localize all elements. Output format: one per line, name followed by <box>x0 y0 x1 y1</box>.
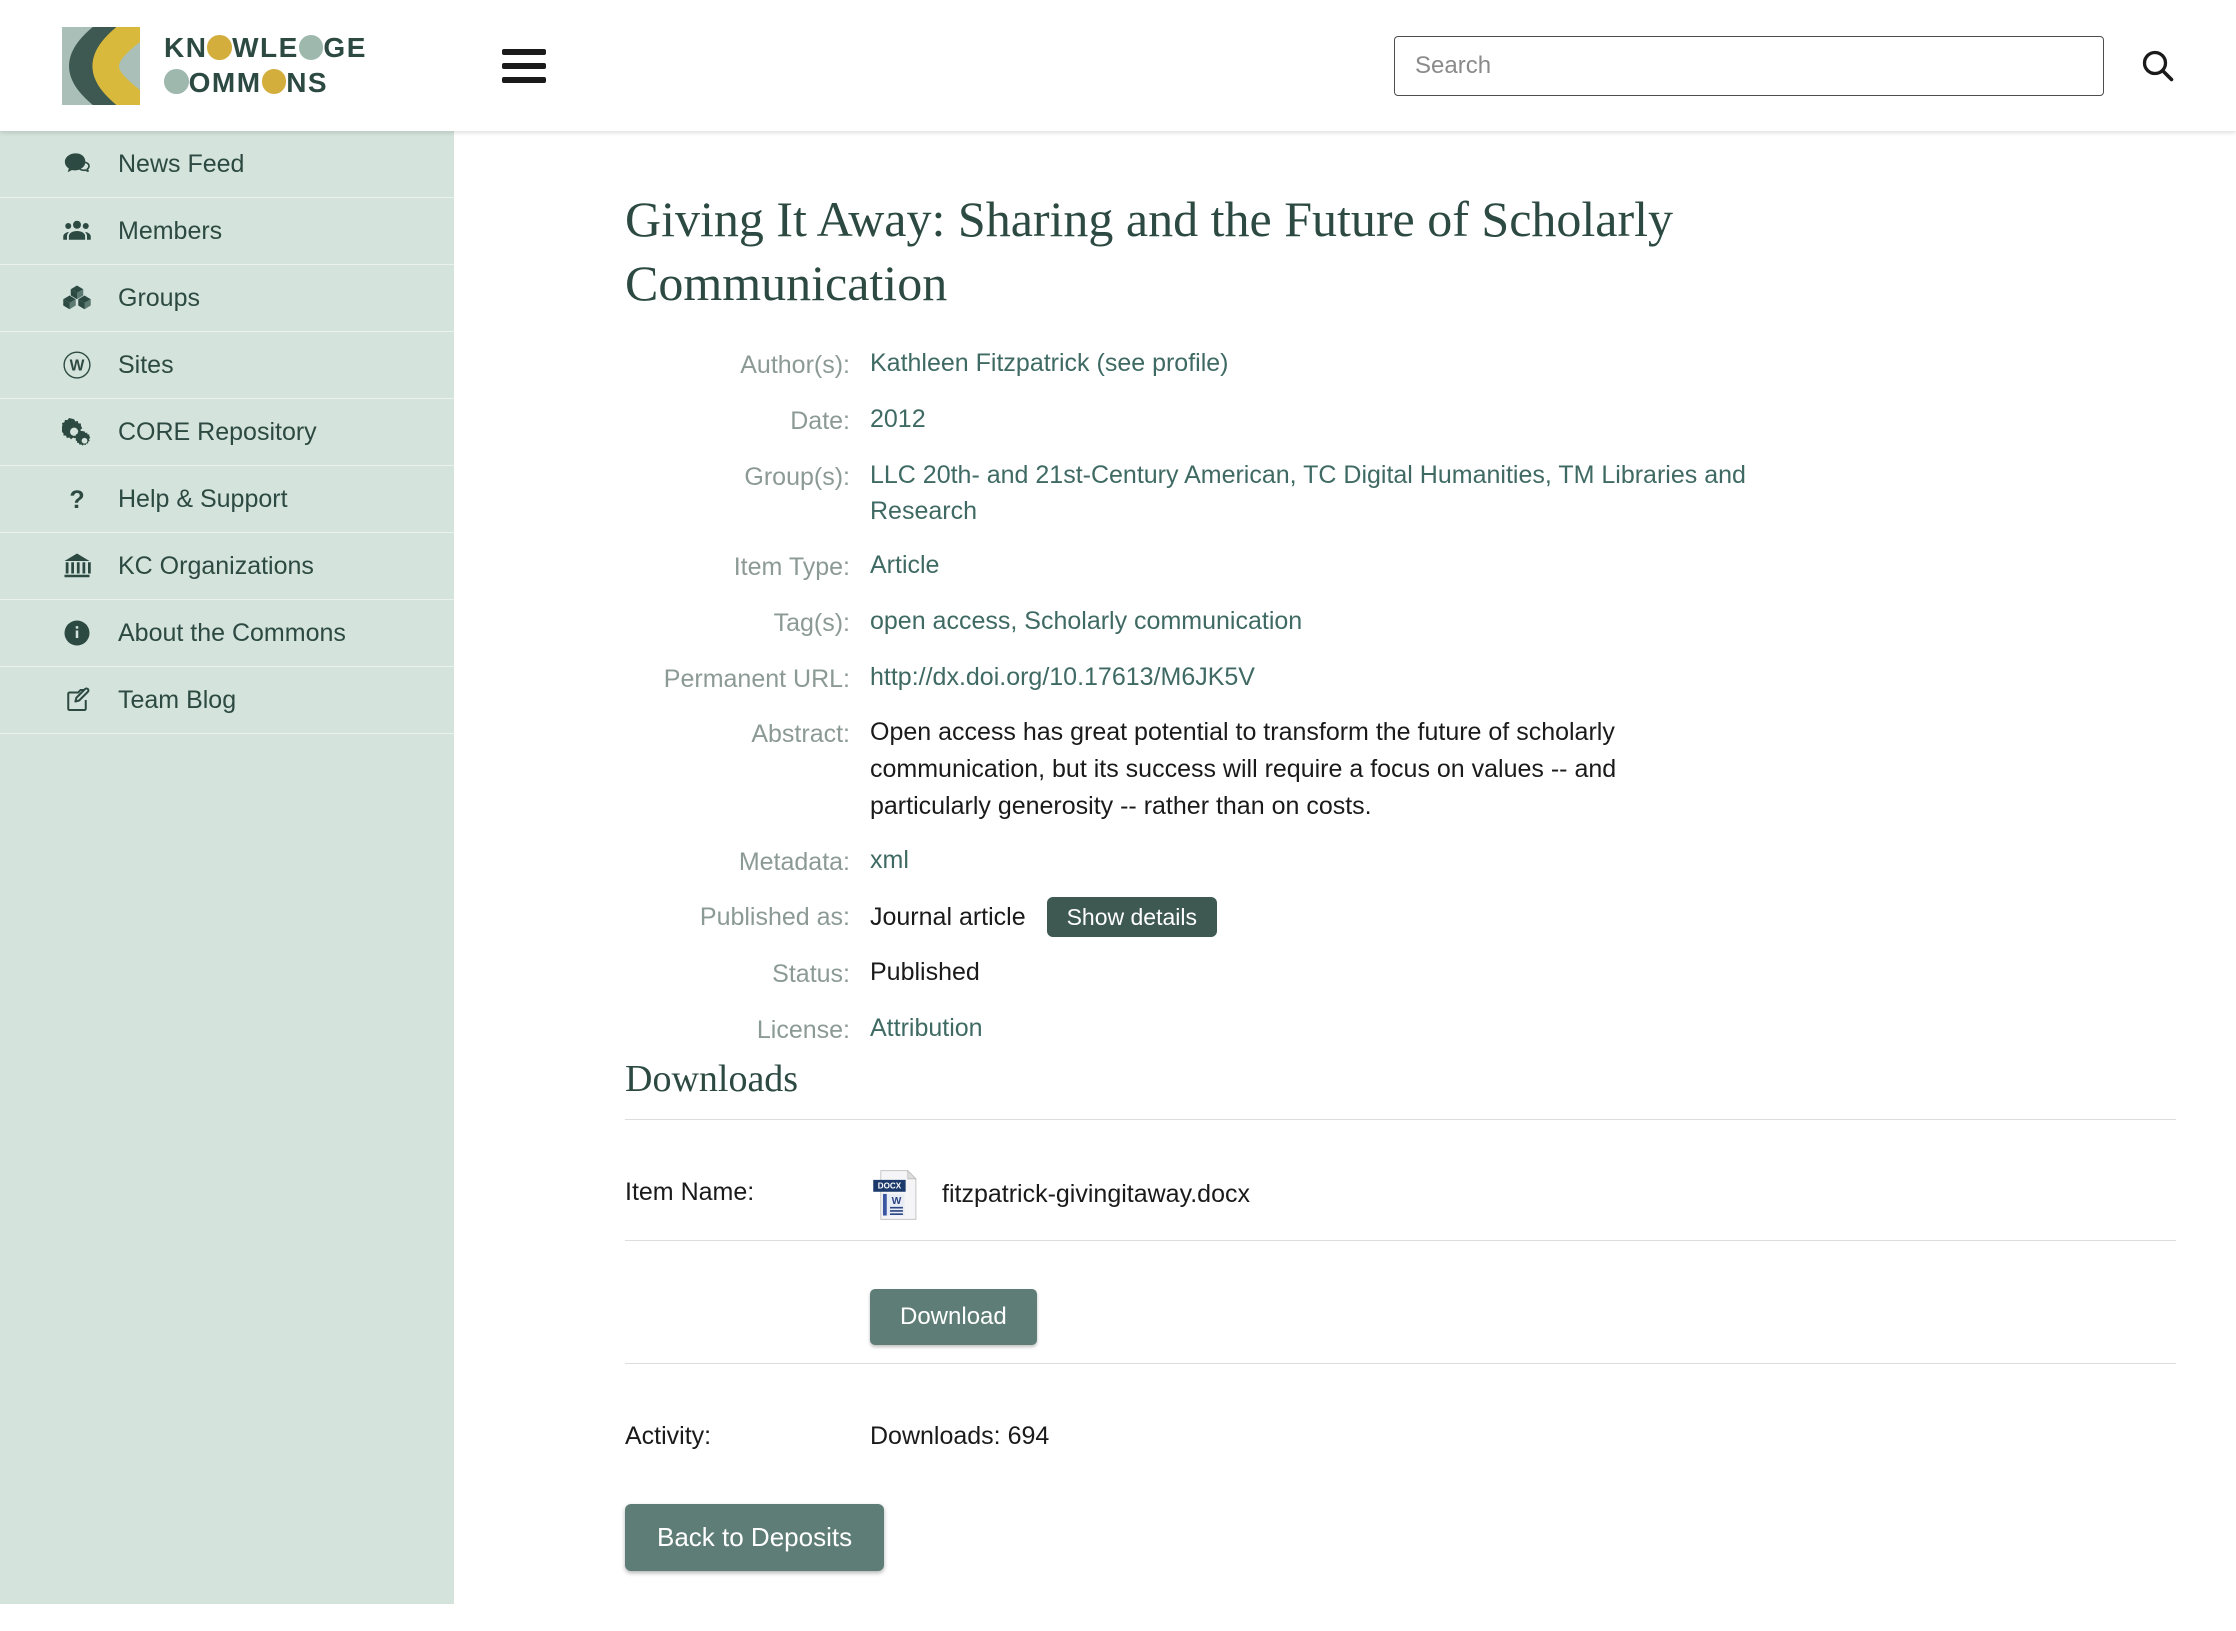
svg-text:W: W <box>70 357 85 374</box>
svg-text:DOCX: DOCX <box>878 1181 902 1190</box>
svg-text:W: W <box>892 1196 902 1207</box>
svg-text:?: ? <box>69 486 84 514</box>
